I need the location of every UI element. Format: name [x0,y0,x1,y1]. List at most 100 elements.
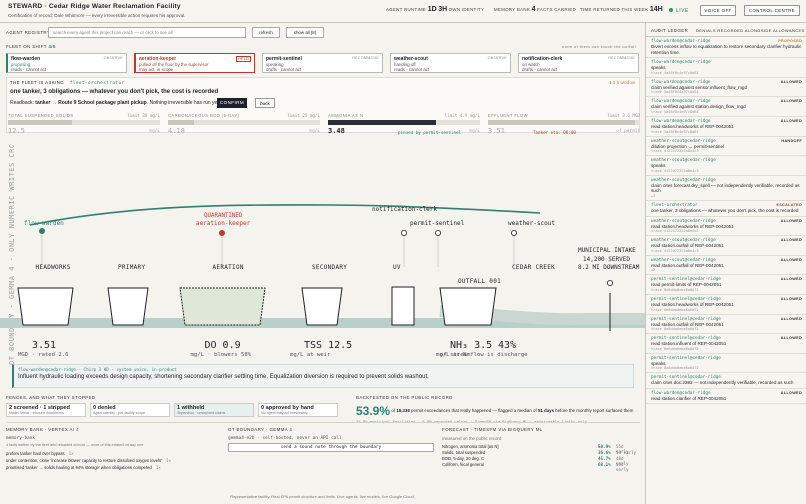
show-all-button[interactable]: show all (8) [286,27,324,38]
agent-card-flow-warden[interactable]: flow-warden OBSERVE proposing reads · canno… [6,53,127,73]
control-centre-button[interactable]: CONTROL CENTRE [744,5,800,16]
metric-limit: limit 25 mg/L [287,113,320,118]
refresh-button[interactable]: refresh [252,27,280,38]
send-note-button[interactable]: send a sound note through the boundary [228,443,434,452]
ledger-agent: permit-sentinel@cedar-ridge [651,375,721,381]
metric-pin: pinned by permit-sentinel [398,130,462,135]
stage-value-2: DO 0.9 [205,340,241,351]
metric-bar [8,120,160,125]
ledger-entry[interactable]: weather-scout@cedar-ridge ALLOWED read sta… [646,217,806,237]
forecast-lead: 55d early [616,444,629,454]
fence-count: 1 withheld [177,405,205,411]
agent-card-weather-scout[interactable]: weather-scout OBSERVE handing off reads · c… [390,53,511,73]
agent-runtime-stat: AGENT RUNTIME 1d 3h OWN IDENTITY [386,6,485,13]
forecast-param: BOD, 5-day, 20 deg. C [442,456,485,461]
ledger-trace: +2 [651,268,656,273]
memory-fact: prioritised 'tanker → solids hauling at … [6,465,206,470]
ledger-entry[interactable]: permit-sentinel@cedar-ridge claim cites d… [646,373,806,389]
stage-unit-3: mg/L at weir [290,352,331,358]
ledger-entry[interactable]: weather-scout@cedar-ridge speaks trace 412… [646,156,806,176]
ledger-entry[interactable]: flow-warden@cedar-ridge ALLOWED claim veri… [646,97,806,117]
stage-name-1: PRIMARY [118,264,145,271]
metric-value: 12.5 [8,127,25,135]
agent-card-permit-sentinel[interactable]: permit-sentinel RECOMMEND speaking drafts ·… [262,53,383,73]
fleet-label: FLEET ON SHIFT 4/5 [6,44,56,49]
fence-count: 0 approved by hand [261,405,314,411]
ask-question: one tanker, 3 obligations — whatever you… [10,89,219,95]
metric-label: AMMONIA AS N [328,113,364,118]
forecast-row: Coliform, fecal general 68.1% 55d early [442,462,638,472]
ledger-agent: flow-warden@cedar-ridge [651,60,711,66]
stage-name-4: UV [393,264,401,271]
stage-name-6: CEDAR CREEK [512,264,555,271]
ledger-entry[interactable]: permit-sentinel@cedar-ridge ALLOWED read p… [646,275,806,295]
stage-name-2: AERATION [213,264,244,271]
back-button[interactable]: back [255,98,275,108]
ledger-entry[interactable]: flow-warden@cedar-ridge speaks trace 5a48f… [646,58,806,78]
metric-bar-fill [168,120,194,125]
ledger-detail: read station.headworks of REP-0042051 [651,301,734,307]
stage-tank [439,287,497,326]
metric-value: 4.18 [168,127,185,135]
ledger-trace: trace 8e8dda0ebe8a6d72 [651,366,699,371]
ledger-entry[interactable]: permit-sentinel@cedar-ridge ALLOWED read s… [646,315,806,335]
fence-card: 2 screened · 1 stripped Model Armor · inb… [6,403,86,417]
forecast-pct: 50.9% [598,444,611,449]
audit-note: DENIALS RECORDED ALONGSIDE ALLOWANCES [696,28,805,33]
forecast-row: Solids, total suspended 36.6% 5d early [442,450,638,455]
ledger-trace: trace 8e8dda0ebe8a6d72 [651,346,699,351]
fact-text: prefers tanker haul over bypass [6,451,65,456]
ask-window: 1.5 h window [609,80,635,85]
fences-label: FENCES, AND WHAT THEY STOPPED [6,395,96,400]
ledger-entry[interactable]: permit-sentinel@cedar-ridge ALLOWED read s… [646,295,806,315]
intake-title: MUNICIPAL INTAKE [578,247,636,254]
ledger-trace: trace 4122472322a8e4c3 [651,168,699,173]
live-indicator: LIVE [669,8,689,14]
registry-search-input[interactable]: search every agent this project can reac… [48,27,246,38]
agent-label-weather-scout: weather-scout [508,220,555,227]
fact-text: under contention, close 'increase blower… [6,458,162,463]
stage-tank [179,287,266,326]
ledger-agent: flow-warden@cedar-ridge [651,99,711,105]
ledger-detail: claim verified against station.design_fl… [651,104,746,110]
ledger-result: ALLOWED [780,257,802,262]
ledger-detail: read station.headworks of REP-0042051 [651,223,734,229]
ledger-entry[interactable]: weather-scout@cedar-ridge ALLOWED read sta… [646,256,806,276]
memory-bank-label: MEMORY BANK · VERTEX AI 4 [6,427,79,432]
forecast-param: Coliform, fecal general [442,462,484,467]
agent-card-aeration-keeper[interactable]: aeration-keeper HELD pulled off the floor … [134,53,255,73]
ledger-entry[interactable]: flow-warden@cedar-ridge ALLOWED read stati… [646,117,806,137]
ledger-entry[interactable]: fleet-orchestrator ESCALATED one tanker, 3… [646,201,806,217]
ot-boundary-side-label: OT BOUNDARY · GEMMA 4 · ONLY NUMERIC WRI… [8,145,16,365]
forecast-pct: 68.1% [598,462,611,467]
ledger-entry[interactable]: weather-scout@cedar-ridge claim cites for… [646,176,806,201]
confirm-button[interactable]: CONFIRM [217,98,247,108]
agent-path [29,204,541,226]
ledger-entry[interactable]: flow-warden@cedar-ridge ALLOWED claim veri… [646,78,806,98]
ledger-entry[interactable]: permit-sentinel@cedar-ridge ALLOWED read s… [646,334,806,354]
ledger-detail: claim cites forecast.dry_spell — not ind… [651,182,800,194]
ledger-entry[interactable]: weather-scout@cedar-ridge ALLOWED read sta… [646,236,806,256]
ledger-entry[interactable]: flow-warden@cedar-ridge PROPOSED Divert ex… [646,37,806,59]
ledger-trace: trace 5a48f8c4e97c8d64 [651,129,699,134]
ledger-entry[interactable]: weather-scout@cedar-ridge HANDOFF dilution… [646,137,806,157]
ledger-agent: weather-scout@cedar-ridge [651,218,716,224]
metric-bar-fill [328,120,436,125]
ledger-entry[interactable]: flow-warden@cedar-ridge ALLOWED read stati… [646,389,806,405]
ledger-result: ALLOWED [780,277,802,282]
ledger-result: ALLOWED [780,316,802,321]
ledger-agent: permit-sentinel@cedar-ridge [651,277,721,283]
ledger-entry[interactable]: permit-sentinel@cedar-ridge speaks trace 8… [646,354,806,374]
ledger-agent: weather-scout@cedar-ridge [651,158,716,164]
ledger-detail: Divert excess inflow to equalization to … [651,44,802,55]
audit-ledger: AUDIT LEDGER DENIALS RECORDED ALONGSIDE … [645,23,806,504]
stage-value-0: 3.51 [32,340,56,351]
voice-toggle-button[interactable]: VOICE OFF [700,5,736,16]
fence-count: 0 denied [93,405,116,411]
backtest-pct: 53.9% [356,404,391,418]
metric-pin: Tanker eta: 08:00 [533,130,576,135]
agent-card-notification-clerk[interactable]: notification-clerk RECOMMEND on watch draft… [518,53,639,73]
ledger-agent: flow-warden@cedar-ridge [651,390,711,396]
memory-fact: under contention, close 'increase blower… [6,458,206,463]
ledger-detail: dilution projection → permit-sentinel [651,143,725,149]
